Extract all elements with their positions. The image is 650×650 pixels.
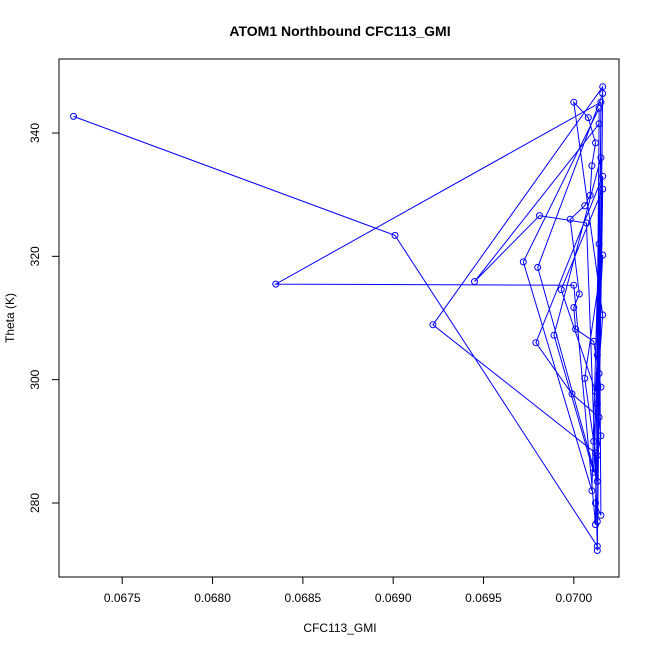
data-point <box>570 98 578 106</box>
series-points <box>70 83 607 554</box>
x-tick-label: 0.0685 <box>285 591 322 605</box>
y-axis: 280 300 320 340 <box>28 123 60 513</box>
y-tick-label: 300 <box>28 369 42 389</box>
x-tick-label: 0.0690 <box>375 591 412 605</box>
data-point <box>595 370 603 377</box>
x-tick-label: 0.0680 <box>194 591 231 605</box>
data-point <box>593 400 601 408</box>
data-point <box>70 112 77 120</box>
data-point <box>572 325 580 333</box>
data-point <box>597 383 605 391</box>
y-tick-label: 340 <box>28 123 42 143</box>
data-point <box>534 263 542 271</box>
data-point <box>536 212 543 220</box>
x-axis-label: CFC113_GMI <box>303 621 376 635</box>
data-point <box>584 114 592 122</box>
data-point <box>599 83 607 91</box>
data-point <box>592 499 599 507</box>
chart-title: ATOM1 Northbound CFC113_GMI <box>229 23 450 39</box>
y-axis-label: Theta (K) <box>3 293 17 343</box>
data-point <box>583 219 590 227</box>
data-point <box>471 278 478 286</box>
data-point <box>557 286 565 294</box>
data-point <box>597 98 605 106</box>
data-point <box>590 468 598 476</box>
data-point <box>593 518 601 525</box>
data-point <box>590 337 598 345</box>
data-point <box>550 331 558 339</box>
data-point <box>595 120 603 128</box>
plot-frame <box>58 58 620 578</box>
data-point <box>570 281 578 289</box>
data-point <box>599 90 607 97</box>
data-point <box>593 351 601 359</box>
data-point <box>593 542 601 550</box>
series-line <box>73 85 604 551</box>
data-point <box>519 258 527 266</box>
x-tick-label: 0.0700 <box>555 591 592 605</box>
data-point <box>595 104 603 112</box>
data-point <box>588 487 596 495</box>
data-point <box>599 251 607 259</box>
data-point <box>581 374 589 382</box>
x-axis: 0.0675 0.0680 0.0685 0.0690 0.0695 0.0700 <box>104 576 593 605</box>
data-point <box>429 321 437 329</box>
data-point <box>590 437 598 445</box>
data-point <box>566 215 574 223</box>
data-point <box>575 290 583 298</box>
data-point <box>568 390 576 398</box>
data-point <box>588 162 596 170</box>
data-point <box>570 304 578 311</box>
data-point <box>593 452 601 459</box>
data-point <box>595 240 603 248</box>
data-point <box>581 202 589 210</box>
data-point <box>599 185 607 193</box>
y-tick-label: 280 <box>28 493 42 513</box>
data-point <box>592 139 599 147</box>
data-point <box>391 231 399 239</box>
data-point <box>586 191 594 199</box>
data-point <box>593 547 601 554</box>
data-point <box>597 432 605 440</box>
data-point <box>595 413 603 421</box>
data-point <box>272 280 280 288</box>
x-tick-label: 0.0695 <box>465 591 502 605</box>
data-point <box>599 172 607 180</box>
x-tick-label: 0.0675 <box>104 591 141 605</box>
data-point <box>599 311 607 319</box>
series-lines <box>73 85 604 551</box>
data-point <box>593 477 601 485</box>
data-point <box>592 387 599 395</box>
data-point <box>532 339 540 347</box>
data-point <box>597 154 605 162</box>
y-tick-label: 320 <box>28 246 42 266</box>
data-point <box>597 511 605 519</box>
